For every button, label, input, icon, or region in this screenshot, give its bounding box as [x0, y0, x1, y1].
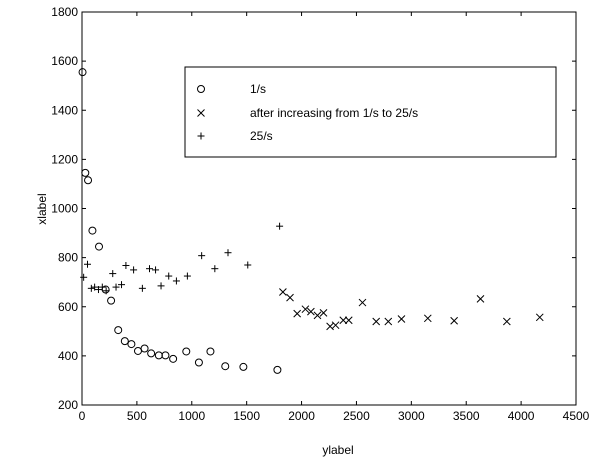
point-25-per-s [102, 287, 110, 295]
point-25-per-s [224, 249, 232, 257]
y-tick-label: 400 [58, 349, 78, 363]
point-after-increasing [372, 317, 381, 326]
x-tick-label: 4500 [563, 409, 590, 423]
point-25-per-s [80, 273, 88, 281]
point-after-increasing [397, 315, 406, 323]
y-tick-label: 800 [58, 251, 78, 265]
point-25-per-s [118, 281, 126, 289]
legend-label-1-per-s: 1/s [250, 82, 266, 96]
point-1-per-s [127, 340, 136, 349]
point-1-per-s [221, 362, 230, 371]
point-25-per-s [165, 272, 173, 280]
point-1-per-s [239, 362, 248, 371]
point-25-per-s [152, 266, 160, 274]
axis-ticks [81, 11, 577, 406]
point-1-per-s [140, 344, 149, 353]
legend-marker-x [197, 109, 205, 117]
point-25-per-s [91, 283, 99, 291]
point-25-per-s [183, 272, 191, 280]
point-1-per-s [114, 326, 123, 335]
point-1-per-s [84, 176, 93, 185]
point-1-per-s [95, 242, 104, 251]
point-1-per-s [107, 296, 116, 305]
y-tick-label: 1400 [51, 103, 78, 117]
y-axis-label: xlabel [35, 193, 49, 224]
x-tick-label: 500 [127, 409, 147, 423]
axis-tick-labels: 0 500 1000 1500 2000 2500 3000 3500 4000 4500 200 4… [51, 5, 589, 423]
point-after-increasing [313, 311, 322, 320]
point-1-per-s [120, 337, 129, 346]
y-tick-label: 1600 [51, 54, 78, 68]
legend-marker-circle [197, 85, 205, 93]
legend-label-25-per-s: 25/s [250, 129, 273, 143]
point-25-per-s [109, 270, 117, 278]
point-1-per-s [161, 351, 170, 360]
point-after-increasing [331, 321, 340, 330]
point-25-per-s [157, 282, 165, 290]
x-tick-label: 3000 [398, 409, 425, 423]
point-1-per-s [182, 347, 191, 356]
x-tick-label: 1500 [233, 409, 260, 423]
point-25-per-s [94, 286, 102, 294]
point-after-increasing [344, 316, 353, 325]
point-1-per-s [273, 365, 282, 374]
point-after-increasing [307, 307, 315, 316]
point-after-increasing [384, 317, 393, 326]
legend-marker-plus [197, 132, 205, 140]
point-after-increasing [286, 293, 294, 302]
x-tick-label: 1000 [178, 409, 205, 423]
point-25-per-s [211, 265, 219, 273]
point-1-per-s [88, 226, 97, 235]
point-after-increasing [535, 313, 544, 322]
legend: 1/s after increasing from 1/s to 25/s 25… [184, 66, 557, 158]
point-after-increasing [358, 298, 367, 307]
y-tick-label: 1000 [51, 202, 78, 216]
y-tick-label: 200 [58, 398, 78, 412]
legend-box [184, 66, 557, 158]
point-after-increasing [301, 305, 310, 314]
point-25-per-s [83, 260, 91, 268]
point-25-per-s [244, 261, 252, 269]
point-25-per-s [122, 261, 130, 269]
point-25-per-s [87, 284, 95, 292]
point-after-increasing [339, 316, 348, 325]
x-tick-label: 2500 [343, 409, 370, 423]
point-after-increasing [450, 316, 459, 325]
point-25-per-s [276, 222, 284, 230]
point-25-per-s [112, 283, 120, 291]
legend-label-after-increasing: after increasing from 1/s to 25/s [250, 106, 418, 120]
y-tick-label: 1800 [51, 5, 78, 19]
point-1-per-s [169, 354, 178, 363]
x-tick-label: 2000 [288, 409, 315, 423]
point-1-per-s [81, 168, 90, 177]
point-1-per-s [206, 347, 215, 356]
data-marks [78, 68, 544, 374]
x-axis-label: ylabel [322, 443, 353, 457]
point-after-increasing [476, 295, 485, 303]
point-after-increasing [502, 317, 511, 326]
point-1-per-s [194, 358, 203, 367]
point-25-per-s [138, 284, 146, 292]
legend-markers [197, 85, 205, 140]
point-25-per-s [172, 277, 180, 285]
y-tick-label: 1200 [51, 152, 78, 166]
x-tick-label: 0 [79, 409, 86, 423]
point-25-per-s [146, 265, 154, 273]
point-25-per-s [98, 283, 106, 291]
point-after-increasing [293, 309, 302, 318]
point-after-increasing [423, 314, 432, 323]
x-tick-label: 3500 [453, 409, 480, 423]
point-after-increasing [279, 288, 287, 296]
point-1-per-s [78, 68, 87, 77]
point-25-per-s [198, 252, 206, 260]
point-25-per-s [130, 266, 138, 274]
x-tick-label: 4000 [508, 409, 535, 423]
point-after-increasing [319, 309, 328, 317]
point-1-per-s [147, 349, 156, 358]
y-tick-label: 600 [58, 300, 78, 314]
